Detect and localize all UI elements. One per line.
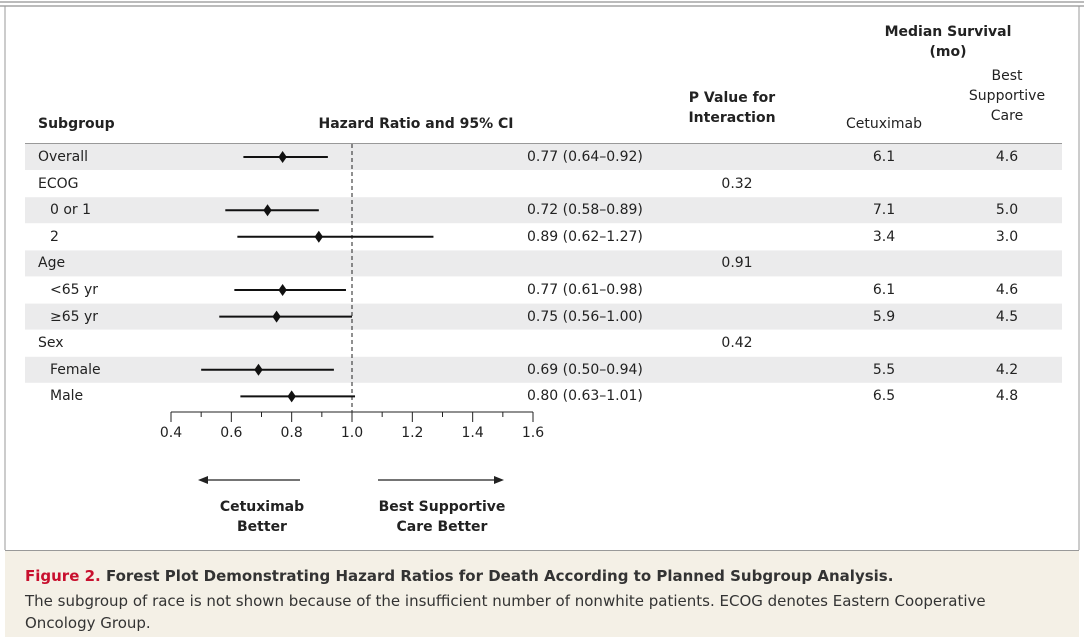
x-tick-label: 1.0 — [340, 425, 364, 441]
p-value: 0.91 — [721, 255, 753, 272]
caption-title: Forest Plot Demonstrating Hazard Ratios … — [105, 567, 894, 585]
x-tick-label: 0.4 — [159, 425, 183, 441]
survival-value: 6.5 — [872, 388, 896, 405]
header-survival-column: Best Supportive Care — [968, 68, 1046, 124]
x-tick-label: 1.2 — [401, 425, 424, 441]
row-shade — [25, 144, 1062, 170]
survival-value: 7.1 — [872, 202, 896, 219]
row-shade — [25, 197, 1062, 224]
direction-label: Best Supportive Care Better — [378, 499, 506, 535]
survival-value: 5.9 — [872, 308, 896, 325]
estimate-label: 0.77 (0.61–0.98) — [527, 282, 643, 298]
row-shade — [25, 356, 1062, 383]
survival-value: 4.2 — [995, 361, 1019, 378]
row-label: Male — [50, 388, 84, 405]
estimate-label: 0.75 (0.56–1.00) — [527, 308, 643, 325]
estimate-marker — [314, 230, 324, 243]
estimate-marker — [278, 151, 287, 163]
estimate-label: 0.72 (0.58–0.89) — [527, 202, 643, 219]
survival-value: 5.0 — [995, 202, 1019, 219]
row-label: <65 yr — [50, 282, 99, 298]
estimate-label: 0.80 (0.63–1.01) — [527, 388, 643, 405]
survival-value: 4.6 — [995, 282, 1019, 298]
survival-value: 4.6 — [995, 149, 1019, 165]
caption-text: The subgroup of race is not shown becaus… — [25, 592, 986, 632]
caption: Figure 2. Forest Plot Demonstrating Haza… — [5, 550, 1079, 637]
row-label: ECOG — [38, 175, 79, 192]
x-tick-label: 0.6 — [220, 425, 243, 441]
arrow-head — [198, 476, 208, 484]
survival-value: 5.5 — [872, 361, 896, 378]
survival-value: 3.0 — [995, 228, 1019, 245]
figure-label: Figure 2. — [25, 567, 101, 585]
estimate-marker — [254, 363, 263, 376]
row-label: Sex — [38, 335, 64, 352]
row-label: 2 — [50, 228, 59, 245]
header-p-value: P Value for Interaction — [688, 90, 776, 126]
row-label: ≥65 yr — [50, 308, 99, 325]
estimate-marker — [278, 284, 287, 296]
survival-value: 6.1 — [872, 282, 896, 298]
x-tick-label: 1.4 — [461, 425, 484, 441]
chart — [0, 1, 1084, 550]
row-shade — [25, 250, 1062, 277]
x-tick-label: 0.8 — [280, 425, 303, 441]
estimate-marker — [272, 310, 281, 323]
arrow-head — [494, 476, 504, 484]
estimate-label: 0.77 (0.64–0.92) — [527, 149, 643, 165]
survival-value: 3.4 — [872, 228, 896, 245]
header-survival-column: Cetuximab — [845, 116, 923, 132]
survival-value: 4.8 — [995, 388, 1019, 405]
estimate-label: 0.89 (0.62–1.27) — [527, 228, 643, 245]
p-value: 0.32 — [721, 175, 753, 192]
estimate-marker — [263, 204, 272, 217]
row-shade — [25, 303, 1062, 330]
row-label: Female — [50, 361, 101, 378]
estimate-label: 0.69 (0.50–0.94) — [527, 361, 643, 378]
header-survival: Median Survival (mo) — [884, 24, 1012, 60]
caption-heading: Figure 2. Forest Plot Demonstrating Haza… — [25, 565, 1059, 587]
survival-value: 4.5 — [995, 308, 1019, 325]
header-subgroup: Subgroup — [38, 116, 115, 132]
x-tick-label: 1.6 — [521, 425, 545, 441]
row-label: Age — [38, 255, 66, 272]
header-estimate: Hazard Ratio and 95% CI — [318, 116, 514, 132]
row-label: Overall — [38, 149, 89, 165]
direction-label: Cetuximab Better — [219, 499, 305, 535]
survival-value: 6.1 — [872, 149, 896, 165]
p-value: 0.42 — [721, 335, 753, 352]
row-label: 0 or 1 — [50, 202, 92, 219]
estimate-marker — [287, 390, 296, 403]
